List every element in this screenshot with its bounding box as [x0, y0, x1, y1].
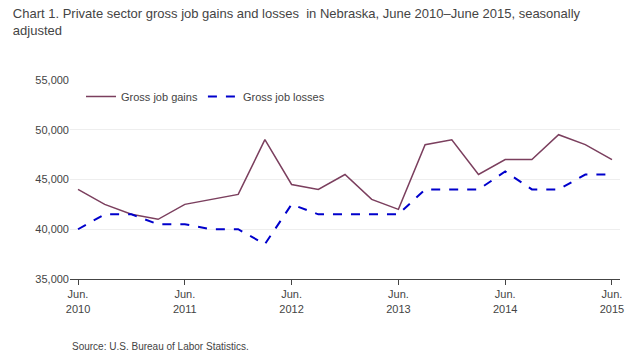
svg-text:Jun.2013: Jun.2013: [386, 288, 410, 314]
svg-text:Jun.2014: Jun.2014: [493, 288, 517, 314]
svg-text:40,000: 40,000: [35, 223, 69, 235]
svg-text:Jun.2015: Jun.2015: [600, 288, 624, 314]
svg-text:Source: U.S. Bureau of Labor S: Source: U.S. Bureau of Labor Statistics.: [72, 341, 249, 352]
svg-text:Jun.2011: Jun.2011: [173, 288, 197, 314]
svg-text:Jun.2010: Jun.2010: [66, 288, 90, 314]
svg-text:Gross job gains: Gross job gains: [121, 91, 198, 103]
svg-text:Gross job losses: Gross job losses: [243, 91, 325, 103]
svg-text:55,000: 55,000: [35, 74, 69, 86]
svg-text:35,000: 35,000: [35, 273, 69, 285]
svg-text:45,000: 45,000: [35, 173, 69, 185]
svg-text:Jun.2012: Jun.2012: [279, 288, 303, 314]
svg-text:50,000: 50,000: [35, 124, 69, 136]
svg-text:Chart 1. Private sector gross: Chart 1. Private sector gross job gains …: [13, 6, 581, 38]
